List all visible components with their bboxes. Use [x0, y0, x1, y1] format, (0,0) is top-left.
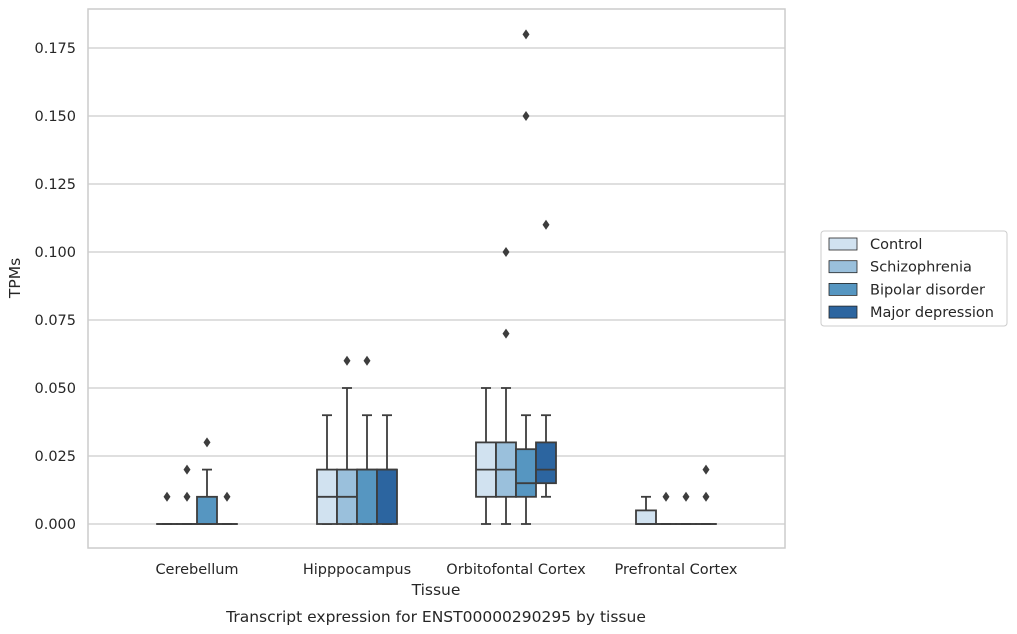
legend-label: Bipolar disorder [870, 282, 985, 298]
box-group [156, 491, 178, 525]
outlier-point [502, 328, 510, 339]
outlier-point [682, 491, 690, 502]
box-group [176, 464, 198, 525]
box-group [535, 219, 557, 498]
box-group [336, 355, 358, 525]
legend: Control Schizophrenia Bipolar disorder Majo… [820, 230, 1008, 327]
y-axis-label: TPMs [6, 258, 24, 299]
legend-label: Control [870, 237, 922, 253]
box [515, 448, 537, 498]
box [635, 509, 657, 525]
x-axis-label: Tissue [411, 581, 461, 599]
box-group [635, 495, 657, 525]
box-group [675, 491, 697, 525]
plot-frame [87, 8, 786, 549]
y-tick-label: 0.150 [34, 109, 76, 125]
x-tick-label: Prefrontal Cortex [615, 562, 738, 578]
box-group [316, 414, 338, 525]
outlier-point [542, 219, 550, 230]
chart-caption: Transcript expression for ENST0000029029… [225, 608, 646, 626]
box [535, 441, 557, 485]
outlier-point [702, 464, 710, 475]
box [196, 495, 218, 525]
legend-label: Major depression [870, 305, 994, 321]
box-group [376, 414, 398, 525]
outlier-point [502, 247, 510, 257]
legend-frame [820, 230, 1008, 327]
y-tick-label: 0.100 [34, 245, 76, 261]
legend-swatch [828, 237, 858, 251]
box-group [475, 387, 497, 525]
gridlines [88, 47, 785, 525]
outlier-point [522, 29, 530, 40]
y-tick-label: 0.175 [34, 41, 76, 57]
x-tick-label: Cerebellum [155, 562, 238, 578]
box-group [695, 464, 717, 525]
y-tick-label: 0.050 [34, 381, 76, 397]
x-tick-labels: Cerebellum Hipppocampus Orbitofontal Corte… [155, 562, 737, 578]
box-group [515, 29, 537, 525]
outlier-point [702, 491, 710, 502]
box [356, 468, 378, 525]
outlier-point [522, 111, 530, 121]
legend-swatch [828, 305, 858, 319]
y-tick-label: 0.000 [34, 517, 76, 533]
box-group [196, 437, 218, 525]
box-group [356, 355, 378, 525]
y-tick-label: 0.025 [34, 449, 76, 465]
box [376, 468, 398, 525]
y-tick-label: 0.075 [34, 313, 76, 329]
outlier-point [363, 355, 371, 366]
legend-swatch [828, 282, 858, 296]
box-group [655, 491, 677, 525]
legend-label: Schizophrenia [870, 260, 972, 276]
x-tick-label: Orbitofontal Cortex [446, 562, 586, 578]
outlier-point [183, 491, 191, 502]
outlier-point [662, 491, 670, 502]
plot-area-boxes [156, 29, 717, 525]
y-tick-label: 0.125 [34, 177, 76, 193]
y-tick-labels: 0.000 0.025 0.050 0.075 0.100 0.125 0.150 0.175 [34, 41, 76, 533]
outlier-point [343, 355, 351, 366]
outlier-point [183, 464, 191, 475]
legend-swatch [828, 260, 858, 274]
box-group [216, 491, 238, 525]
outlier-point [203, 437, 211, 448]
box-group [495, 247, 517, 525]
outlier-point [223, 491, 231, 502]
outlier-point [163, 491, 171, 502]
x-tick-label: Hipppocampus [303, 562, 411, 578]
